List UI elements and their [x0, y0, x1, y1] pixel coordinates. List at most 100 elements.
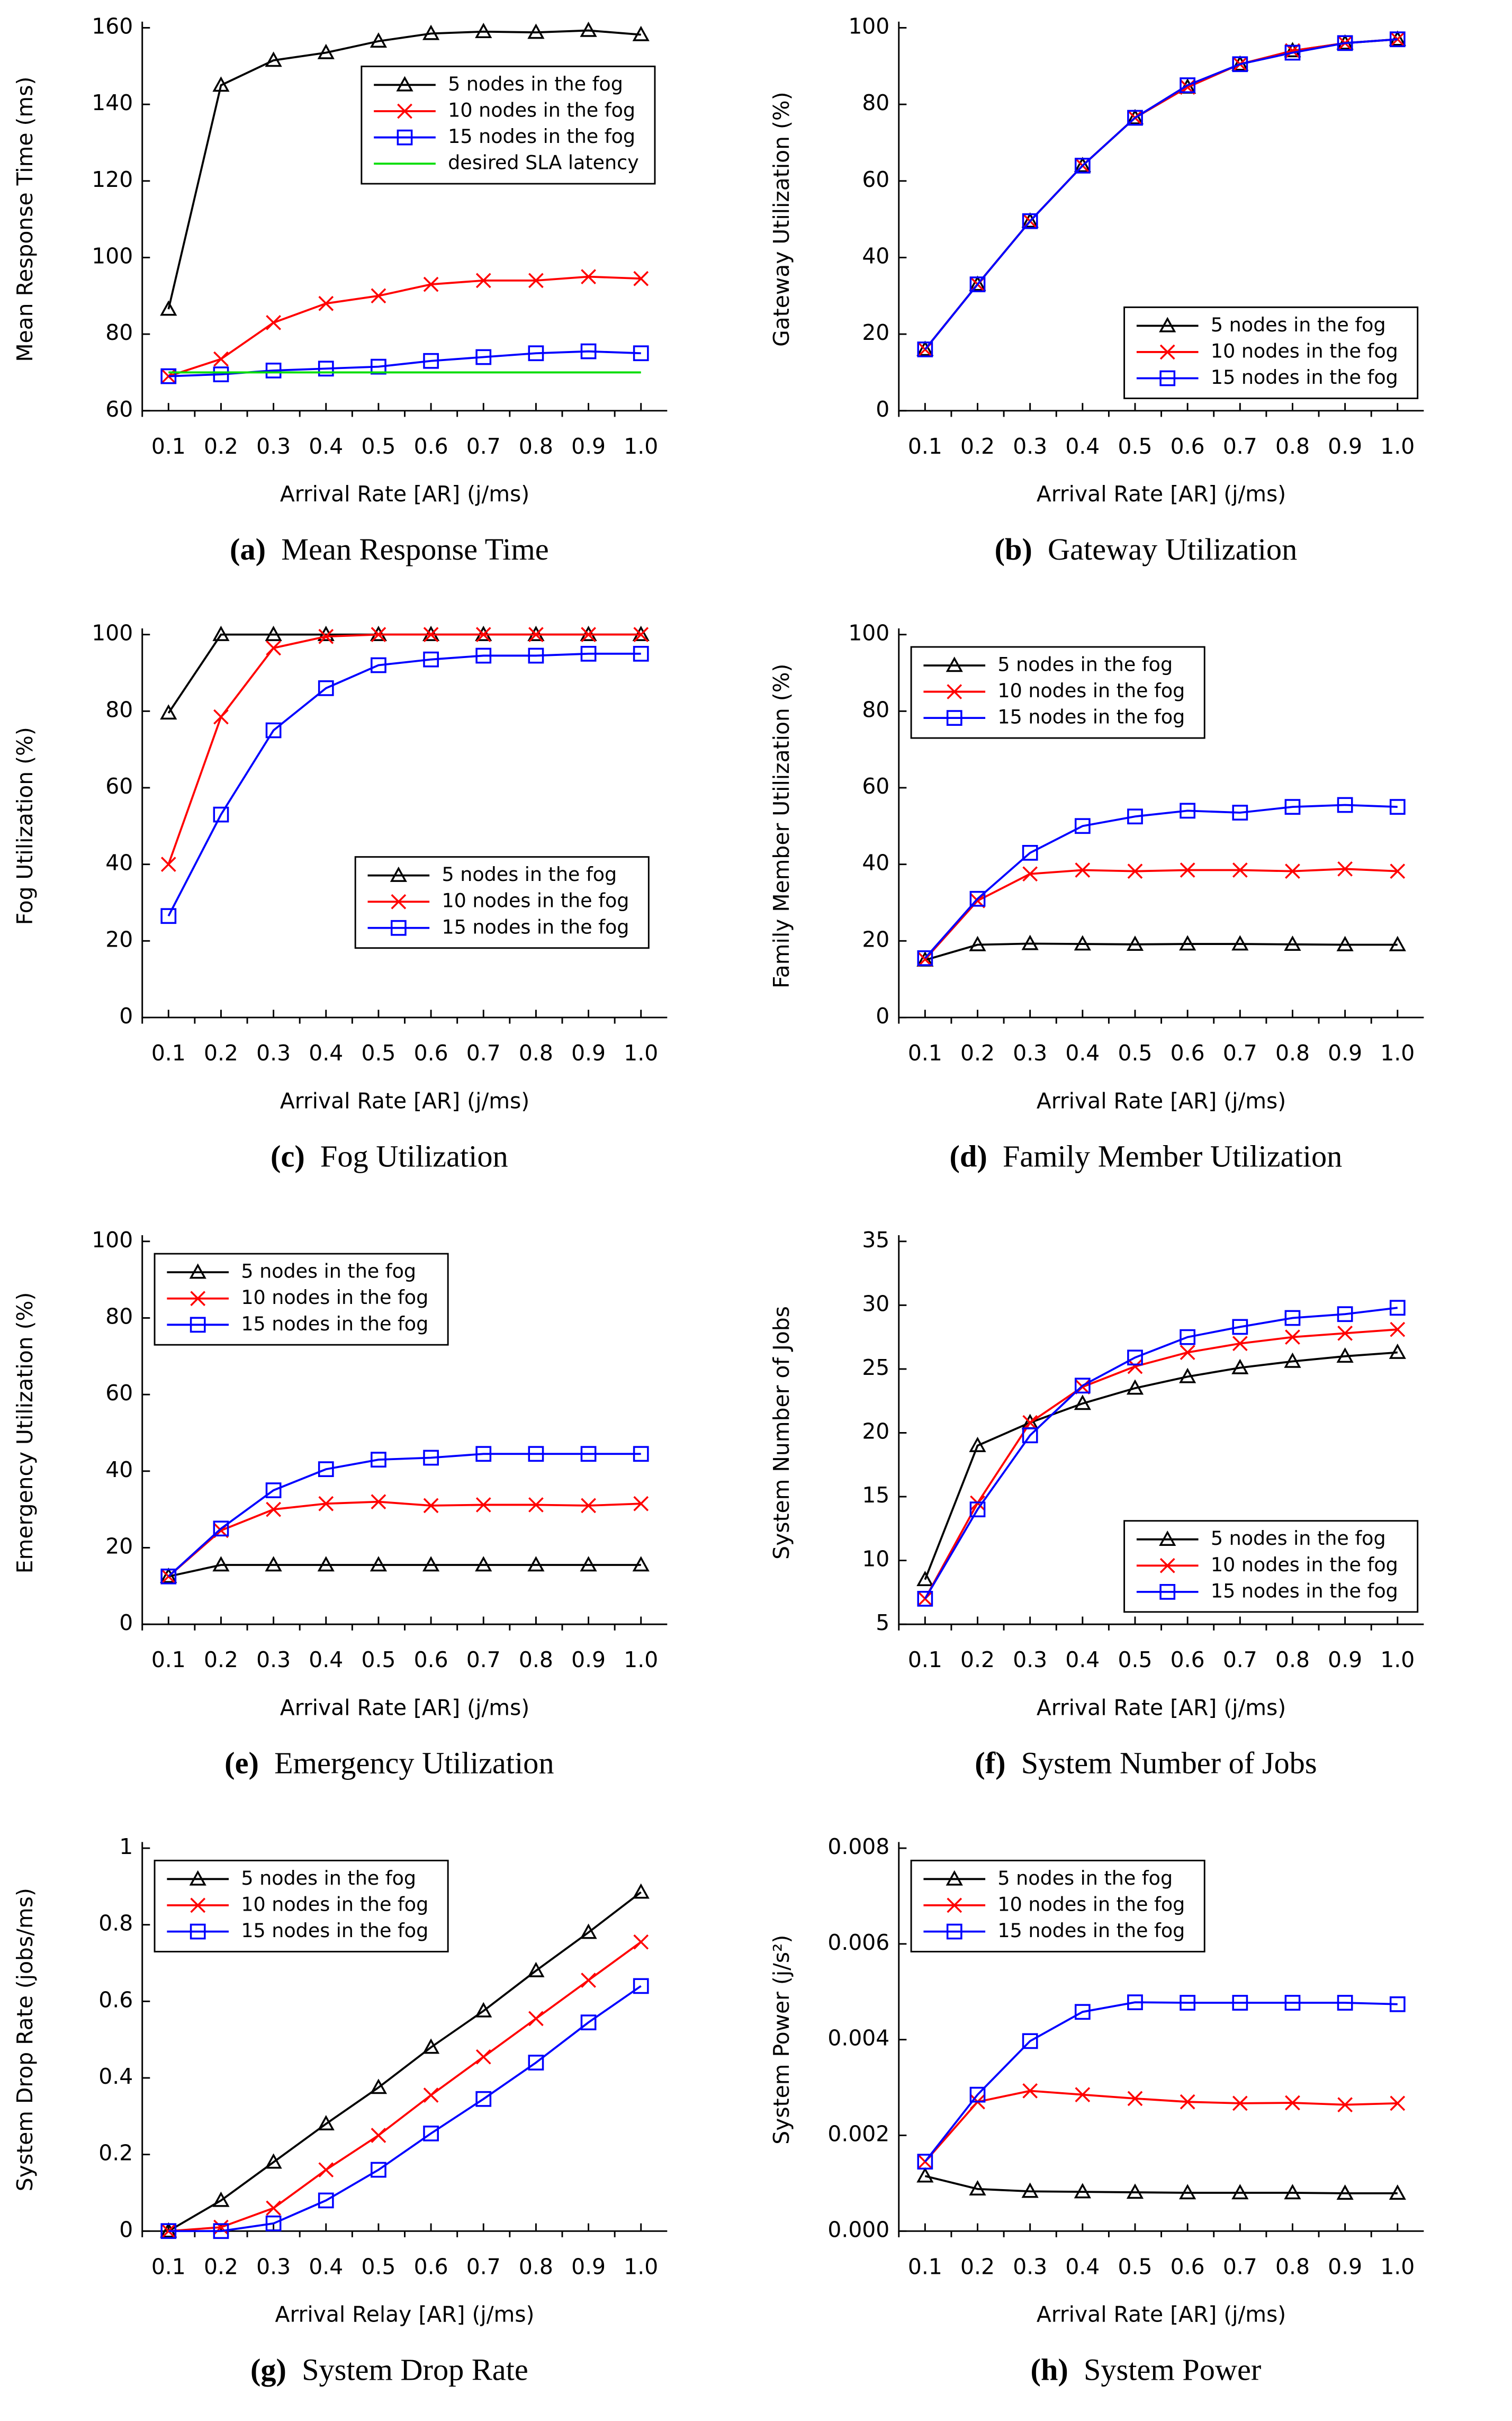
- data-point: [212, 2191, 230, 2207]
- legend-label: 10 nodes in the fog: [997, 1893, 1185, 1915]
- caption-space: [1006, 1746, 1021, 1780]
- x-tick-label: 0.7: [1223, 1040, 1257, 1066]
- caption-label: (e): [224, 1746, 259, 1780]
- data-point: [160, 300, 177, 316]
- data-point: [1231, 1358, 1249, 1374]
- data-point: [266, 2200, 281, 2216]
- x-tick-label: 0.7: [466, 1040, 501, 1066]
- data-point: [1232, 805, 1248, 821]
- x-tick-label: 0.8: [1275, 1040, 1310, 1066]
- series-line: [168, 1453, 641, 1578]
- y-tick-label: 0.000: [827, 2217, 889, 2242]
- legend-marker: [190, 1317, 206, 1333]
- x-tick-label: 0.7: [466, 434, 501, 459]
- data-point: [1022, 1427, 1038, 1444]
- data-point: [633, 345, 649, 362]
- legend-marker: [947, 1897, 962, 1913]
- x-tick-label: 0.6: [414, 434, 448, 459]
- data-point: [1180, 1329, 1196, 1345]
- legend-marker: [391, 894, 407, 910]
- y-tick-label: 40: [105, 850, 133, 876]
- data-point: [1336, 2184, 1354, 2200]
- data-point: [1390, 2095, 1406, 2111]
- data-point: [1284, 1352, 1301, 1368]
- caption-title: System Number of Jobs: [1021, 1746, 1317, 1780]
- x-tick-label: 0.5: [1118, 1647, 1153, 1672]
- x-tick-label: 0.2: [204, 2254, 238, 2279]
- legend-label: 10 nodes in the fog: [241, 1893, 428, 1915]
- data-point: [633, 271, 649, 286]
- data-point: [1074, 935, 1091, 951]
- legend-marker: [390, 920, 407, 936]
- series-line: [168, 275, 641, 377]
- legend-label: desired SLA latency: [448, 151, 639, 174]
- y-tick-label: 60: [105, 773, 133, 799]
- x-tick-label: 0.5: [1118, 1040, 1153, 1066]
- data-point: [1074, 818, 1091, 834]
- caption-title: Family Member Utilization: [1003, 1139, 1342, 1174]
- legend-marker: [190, 1923, 206, 1940]
- data-point: [266, 315, 281, 330]
- legend-label: 10 nodes in the fog: [241, 1286, 428, 1309]
- series-line: [167, 633, 641, 714]
- data-point: [916, 340, 934, 356]
- data-point: [917, 341, 933, 357]
- data-point: [265, 625, 282, 641]
- y-axis-label: Mean Response Time (ms): [12, 77, 38, 362]
- data-point: [213, 1520, 229, 1537]
- data-point: [1232, 862, 1248, 878]
- legend-marker: [1159, 1558, 1175, 1573]
- x-tick-label: 0.1: [151, 1647, 186, 1672]
- data-point: [371, 288, 386, 304]
- data-point: [1180, 2094, 1195, 2110]
- x-tick-label: 0.4: [1065, 1040, 1100, 1066]
- x-tick-label: 0.7: [466, 2254, 501, 2279]
- x-tick-label: 0.6: [414, 1040, 448, 1066]
- x-tick-label: 0.6: [1171, 2254, 1205, 2279]
- series-line: [168, 1941, 642, 2233]
- caption-label: (f): [975, 1746, 1005, 1780]
- y-tick-label: 0: [119, 1003, 133, 1029]
- data-point: [318, 1496, 334, 1511]
- y-tick-label: 10: [862, 1546, 889, 1572]
- data-point: [528, 647, 544, 664]
- data-point: [1389, 1300, 1406, 1316]
- data-point: [1127, 1994, 1143, 2010]
- y-tick-label: 100: [92, 1227, 133, 1253]
- x-tick-label: 0.3: [256, 1040, 291, 1066]
- x-axis-label: Arrival Rate [AR] (j/ms): [1037, 481, 1286, 507]
- data-point: [1180, 1995, 1196, 2011]
- data-point: [969, 890, 986, 907]
- data-point: [318, 680, 334, 696]
- x-tick-label: 0.8: [519, 1647, 553, 1672]
- caption: (f) System Number of Jobs: [975, 1746, 1317, 1780]
- caption-title: Gateway Utilization: [1048, 532, 1297, 566]
- y-tick-label: 100: [848, 620, 889, 646]
- x-tick-label: 0.2: [960, 2254, 995, 2279]
- legend-marker: [1159, 317, 1176, 332]
- y-tick-label: 0.006: [827, 1930, 889, 1955]
- data-point: [213, 2223, 229, 2239]
- data-point: [475, 1556, 492, 1572]
- data-point: [1337, 861, 1353, 877]
- series-line: [924, 2001, 1398, 2163]
- legend-marker: [946, 656, 963, 672]
- y-axis-label: Gateway Utilization (%): [769, 92, 794, 347]
- data-point: [370, 2078, 388, 2094]
- x-tick-label: 0.4: [1065, 1647, 1100, 1672]
- y-tick-label: 20: [862, 320, 889, 345]
- data-point: [317, 43, 335, 59]
- legend-marker: [1159, 370, 1176, 386]
- x-tick-label: 0.5: [361, 434, 395, 459]
- data-point: [1074, 158, 1091, 174]
- data-point: [160, 2223, 177, 2239]
- data-point: [475, 1497, 491, 1513]
- legend-label: 10 nodes in the fog: [448, 98, 635, 121]
- series-line: [924, 38, 1398, 350]
- data-point: [371, 2162, 386, 2178]
- x-tick-label: 1.0: [1380, 2254, 1415, 2279]
- legend-marker: [190, 1897, 206, 1913]
- x-tick-label: 0.9: [1328, 434, 1362, 459]
- x-tick-label: 0.3: [1013, 2254, 1047, 2279]
- data-point: [1285, 2095, 1300, 2111]
